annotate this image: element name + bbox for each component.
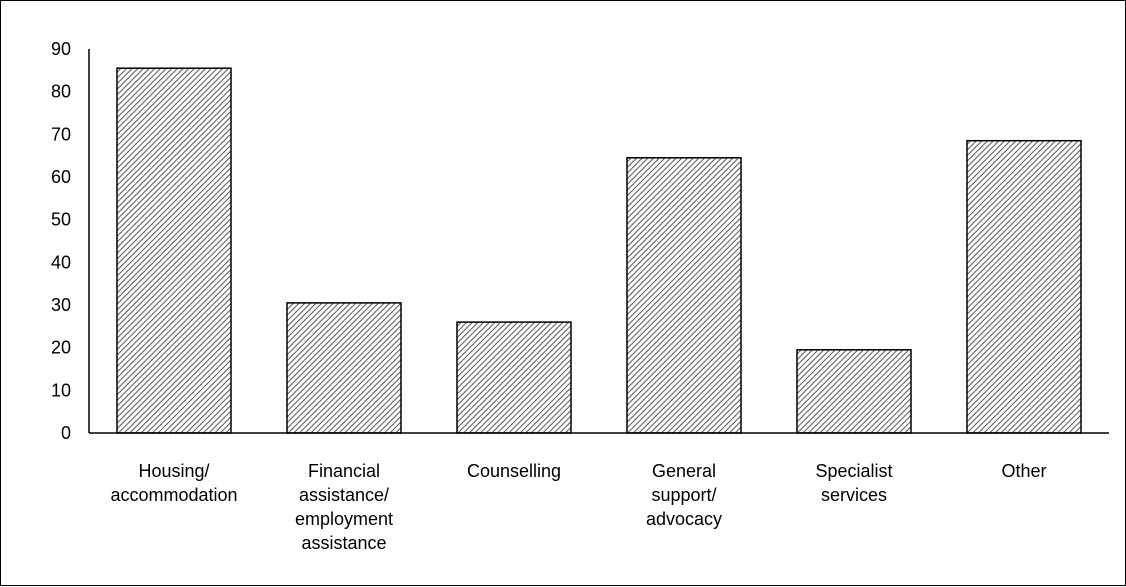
x-category-label: Housing/accommodation [110, 461, 237, 505]
y-tick-label: 20 [51, 338, 71, 358]
y-tick-label: 50 [51, 210, 71, 230]
y-tick-label: 60 [51, 167, 71, 187]
y-tick-label: 70 [51, 124, 71, 144]
y-tick-label: 30 [51, 295, 71, 315]
x-category-label: Counselling [467, 461, 561, 481]
x-category-label: Other [1001, 461, 1046, 481]
x-category-label: Specialist services [815, 461, 892, 505]
bar-5 [966, 139, 1082, 434]
bar-2 [456, 321, 572, 434]
y-tick-label: 40 [51, 252, 71, 272]
y-tick-label: 80 [51, 82, 71, 102]
bar-0 [116, 67, 232, 434]
x-category-label: Financial assistance/employment assistance [295, 461, 393, 553]
x-category-label: General support/advocacy [646, 461, 722, 529]
axes-group [88, 49, 1109, 434]
y-tick-labels: 0 10 20 30 40 50 60 70 80 90 [51, 39, 71, 443]
bar-4 [796, 349, 912, 434]
bars-group [116, 67, 1082, 434]
x-category-labels: Housing/accommodation Financial assistance… [110, 461, 1046, 553]
bar-3 [626, 157, 742, 434]
y-tick-label: 90 [51, 39, 71, 59]
bar-1 [286, 302, 402, 434]
y-tick-label: 0 [61, 423, 71, 443]
y-tick-label: 10 [51, 380, 71, 400]
